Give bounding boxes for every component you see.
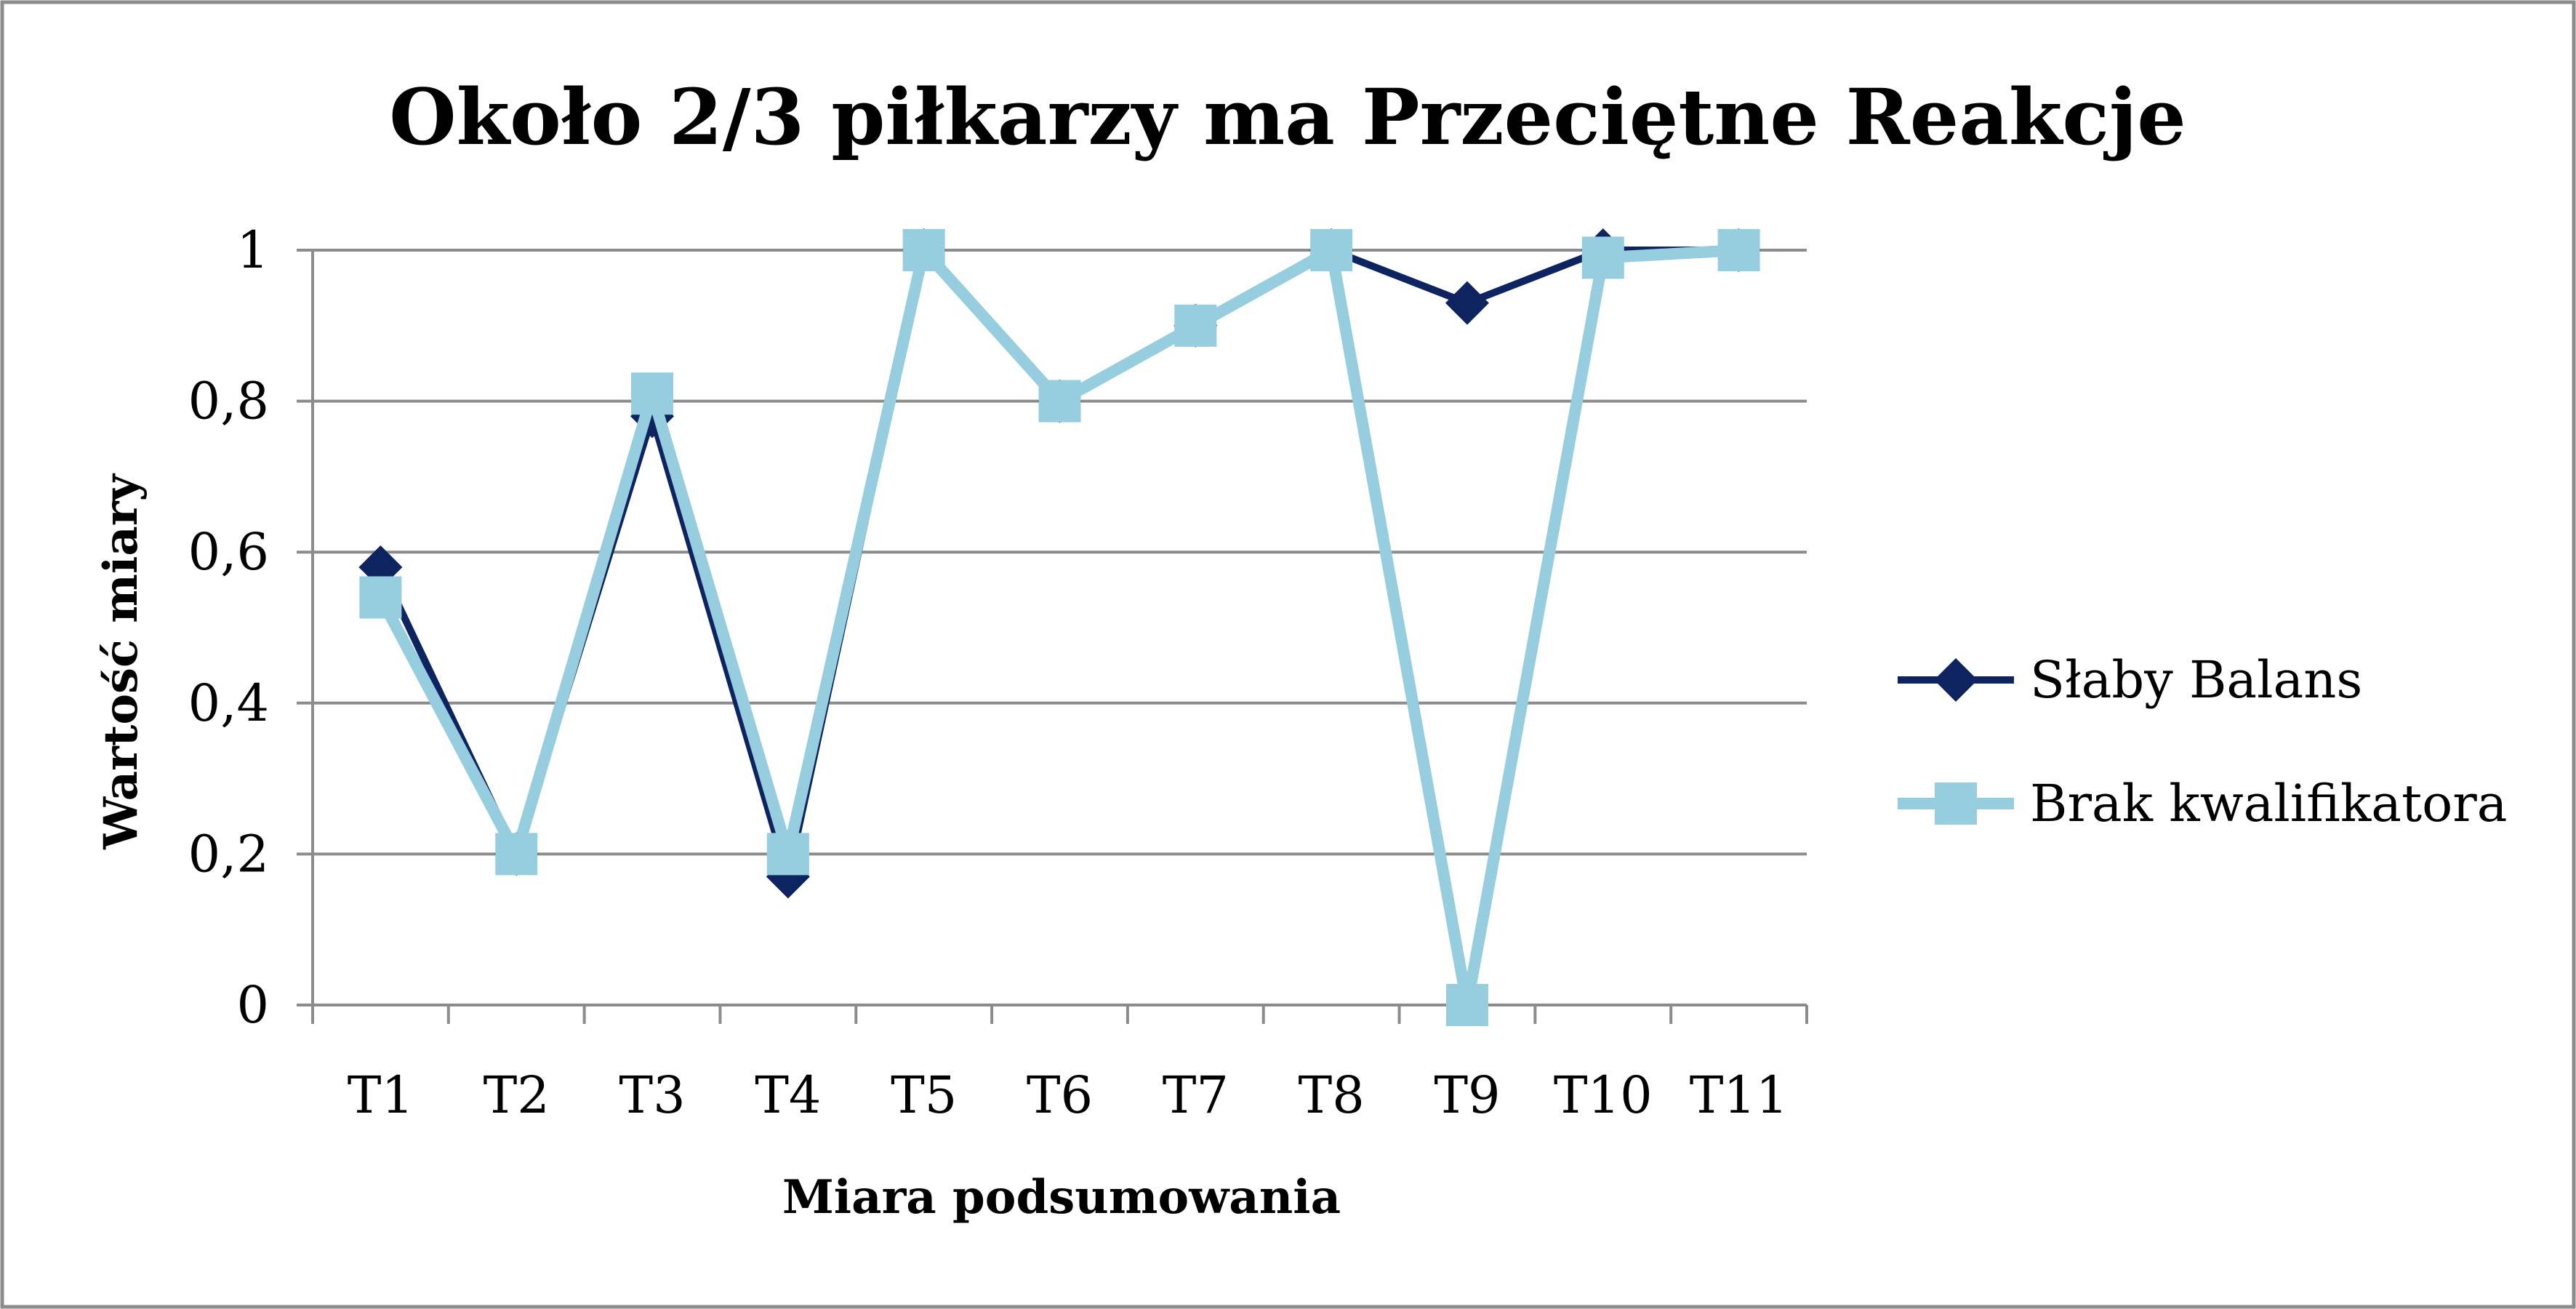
x-tick-label: T3	[619, 1065, 685, 1125]
data-point-light	[1445, 984, 1488, 1026]
data-point-light	[902, 229, 945, 271]
data-point-light	[1581, 236, 1624, 279]
y-tick-label: 1	[236, 220, 269, 280]
series-layer	[358, 228, 1761, 1026]
y-tick-label: 0,2	[188, 824, 269, 884]
axes	[311, 250, 1807, 1006]
x-tick-label: T5	[891, 1065, 957, 1125]
y-tick-label: 0	[236, 975, 269, 1035]
data-point-light	[766, 833, 809, 876]
y-axis-ticks: 0 0,2 0,4 0,6 0,8 1	[188, 220, 313, 1035]
data-point-light	[1038, 380, 1081, 423]
x-tick-label: T6	[1027, 1065, 1093, 1125]
x-tick-label: T11	[1690, 1065, 1789, 1125]
x-axis-title: Miara podsumowania	[782, 1170, 1341, 1225]
y-tick-label: 0,8	[188, 372, 269, 431]
data-point-light	[495, 833, 538, 876]
x-tick-label: T1	[348, 1065, 414, 1125]
data-point-dark	[1445, 281, 1489, 325]
legend-marker-light	[1935, 782, 1977, 825]
data-point-light	[1717, 229, 1760, 271]
x-tick-label: T7	[1163, 1065, 1229, 1125]
legend-label-dark: Słaby Balans	[2030, 650, 2362, 710]
x-tick-label: T9	[1434, 1065, 1500, 1125]
data-point-light	[1174, 304, 1217, 347]
x-tick-label: T4	[755, 1065, 821, 1125]
data-point-light	[359, 576, 402, 619]
legend-marker-dark	[1934, 658, 1978, 702]
data-point-light	[631, 372, 674, 415]
series-light	[359, 229, 1760, 1026]
data-point-light	[1310, 229, 1353, 271]
y-axis-title: Wartość miary	[94, 473, 148, 849]
y-tick-label: 0,6	[188, 522, 269, 582]
x-axis-ticks: T1 T2 T3 T4 T5 T6 T7 T8 T9 T10 T11	[311, 1005, 1808, 1125]
x-tick-label: T8	[1299, 1065, 1365, 1125]
legend: Słaby Balans Brak kwalifikatora	[1898, 650, 2507, 833]
x-tick-label: T10	[1554, 1065, 1653, 1125]
y-tick-label: 0,4	[188, 673, 269, 733]
x-tick-label: T2	[483, 1065, 550, 1125]
chart-title: Około 2/3 piłkarzy ma Przeciętne Reakcje	[389, 71, 2186, 162]
legend-label-light: Brak kwalifikatora	[2030, 774, 2507, 833]
